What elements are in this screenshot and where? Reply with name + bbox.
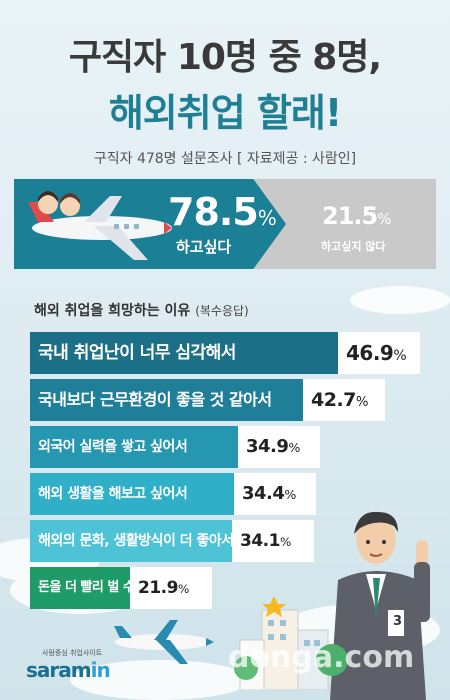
watermark: donga.com (228, 640, 415, 675)
bar-value-box-6 (130, 567, 212, 609)
bar-value-number-1: 46.9 (346, 341, 394, 365)
bar-value-box-4 (234, 473, 316, 515)
bar-value-unit-4: % (284, 487, 296, 502)
bar-value-box-1 (338, 332, 420, 374)
bar-value-number-3: 34.9 (246, 436, 289, 457)
small-airplane-icon (114, 620, 214, 664)
section-title-text: 해외 취업을 희망하는 이유 (34, 303, 191, 319)
bar-2: 국내보다 근무환경이 좋을 것 같아서 42.7% (30, 379, 385, 421)
bar-value-number-5: 34.1 (240, 531, 280, 551)
section-title: 해외 취업을 희망하는 이유 (복수응답) (34, 300, 249, 320)
bar-3: 외국어 실력을 쌓고 싶어서 34.9% (30, 426, 320, 468)
businessman-illustration (330, 511, 430, 700)
no-label: 하고싶지 않다 (321, 240, 386, 253)
bar-4: 해외 생활을 해보고 싶어서 34.4% (30, 473, 316, 515)
badge: 3 (393, 614, 403, 629)
yes-value: 78.5 (168, 190, 259, 234)
bar-6: 돈을 더 빨리 벌 수 있어서 21.9% (30, 567, 212, 609)
bar-value-unit-5: % (279, 535, 291, 549)
bar-value-5: 34.1% (240, 520, 291, 562)
bar-value-3: 34.9% (246, 426, 300, 468)
bar-value-box-5 (232, 520, 314, 562)
bar-value-box-2 (303, 379, 385, 421)
title-line1: 구직자 10명 중 8명, (68, 37, 382, 78)
bar-5: 해외의 문화, 생활방식이 더 좋아서 34.1% (30, 520, 314, 562)
subtitle: 구직자 478명 설문조사 [ 자료제공 : 사람인] (93, 151, 357, 167)
bar-value-box-3 (238, 426, 320, 468)
bar-label-4: 해외 생활을 해보고 싶어서 (38, 486, 188, 502)
saramin-logo: saramin (26, 658, 111, 682)
bar-label-2: 국내보다 근무환경이 좋을 것 같아서 (38, 390, 272, 409)
bar-value-1: 46.9% (346, 332, 407, 374)
yes-label: 하고싶다 (176, 238, 232, 256)
bar-value-6: 21.9% (138, 567, 189, 609)
section-note: (복수응답) (195, 304, 249, 318)
bar-label-1: 국내 취업난이 너무 심각해서 (38, 343, 236, 363)
bar-label-5: 해외의 문화, 생활방식이 더 좋아서 (38, 533, 234, 549)
title-line2: 해외취업 할래! (108, 91, 342, 135)
no-percent: 21.5% (322, 202, 392, 230)
bar-value-unit-2: % (355, 395, 369, 410)
yes-percent: 78.5% (168, 190, 277, 234)
logo-brand: saram (26, 658, 92, 682)
logo-brand-suffix: in (90, 658, 111, 682)
bar-value-2: 42.7% (311, 379, 369, 421)
no-unit: % (377, 210, 391, 228)
bar-value-unit-6: % (177, 582, 189, 596)
bar-label-3: 외국어 실력을 쌓고 싶어서 (38, 439, 188, 455)
bar-value-unit-3: % (288, 440, 300, 455)
no-value: 21.5 (322, 202, 378, 230)
bar-1: 국내 취업난이 너무 심각해서 46.9% (30, 332, 420, 374)
bar-value-number-6: 21.9 (138, 578, 178, 598)
logo-tagline: 사람중심 취업사이트 (42, 649, 103, 657)
bar-value-number-4: 34.4 (242, 483, 285, 504)
airplane-icon (28, 191, 172, 260)
bar-value-4: 34.4% (242, 473, 296, 515)
bar-value-unit-1: % (393, 348, 407, 364)
city-buildings-illustration (234, 596, 348, 690)
bar-value-number-2: 42.7 (311, 389, 356, 411)
yes-unit: % (257, 206, 277, 230)
